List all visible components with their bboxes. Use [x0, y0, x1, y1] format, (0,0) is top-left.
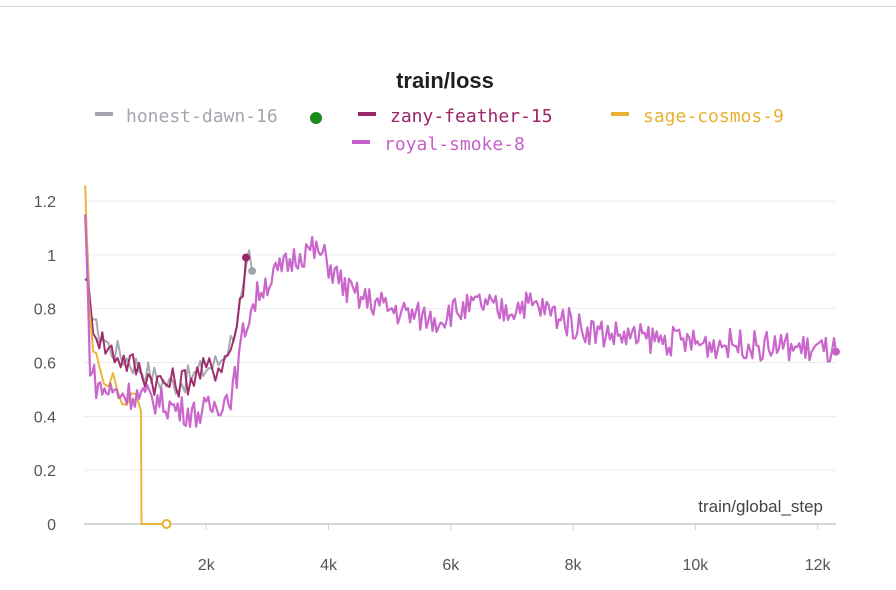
x-tick-label: 6k — [442, 557, 460, 574]
running-status-icon — [310, 112, 322, 124]
y-tick-label: 0.4 — [34, 409, 56, 426]
legend-item-sage-cosmos-9[interactable]: sage-cosmos-9 — [611, 106, 784, 127]
y-tick-label: 0 — [47, 517, 56, 534]
series-end-point[interactable] — [242, 253, 251, 262]
plot-area[interactable] — [84, 185, 840, 529]
legend-item-zany-feather-15[interactable]: zany-feather-15 — [358, 106, 553, 127]
x-tick-label: 4k — [320, 557, 338, 574]
legend-item-honest-dawn-16[interactable]: honest-dawn-16 — [95, 106, 322, 127]
legend-label: honest-dawn-16 — [126, 106, 278, 127]
y-tick-label: 0.8 — [34, 302, 56, 319]
panel-top-border — [0, 6, 896, 7]
legend-item-royal-smoke-8[interactable]: royal-smoke-8 — [352, 134, 525, 155]
series-line-sage-cosmos-9[interactable] — [84, 185, 167, 525]
x-axis: 2k 4k 6k 8k 10k 12k — [198, 524, 832, 574]
y-tick-label: 1 — [47, 248, 56, 265]
x-tick-label: 8k — [565, 557, 583, 574]
y-tick-label: 0.2 — [34, 463, 56, 480]
chart-title: train/loss — [396, 68, 494, 93]
x-tick-label: 2k — [198, 557, 216, 574]
x-tick-label: 12k — [805, 557, 832, 574]
series-end-point[interactable] — [248, 266, 257, 275]
y-axis: 0 0.2 0.4 0.6 0.8 1 1.2 — [34, 194, 56, 534]
legend-label: sage-cosmos-9 — [643, 106, 784, 127]
series-line-zany-feather-15[interactable] — [84, 257, 247, 398]
chart-legend: honest-dawn-16 zany-feather-15 sage-cosm… — [95, 106, 784, 155]
series-line-honest-dawn-16[interactable] — [84, 217, 254, 395]
y-tick-label: 0.6 — [34, 356, 56, 373]
x-axis-label: train/global_step — [698, 497, 823, 516]
series-end-point[interactable] — [832, 347, 840, 356]
series-end-point[interactable] — [161, 519, 172, 529]
series-line-royal-smoke-8[interactable] — [84, 214, 838, 428]
y-tick-label: 1.2 — [34, 194, 56, 211]
x-tick-label: 10k — [682, 557, 709, 574]
legend-label: royal-smoke-8 — [384, 134, 525, 155]
chart-grid — [84, 200, 836, 525]
legend-label: zany-feather-15 — [390, 106, 553, 127]
